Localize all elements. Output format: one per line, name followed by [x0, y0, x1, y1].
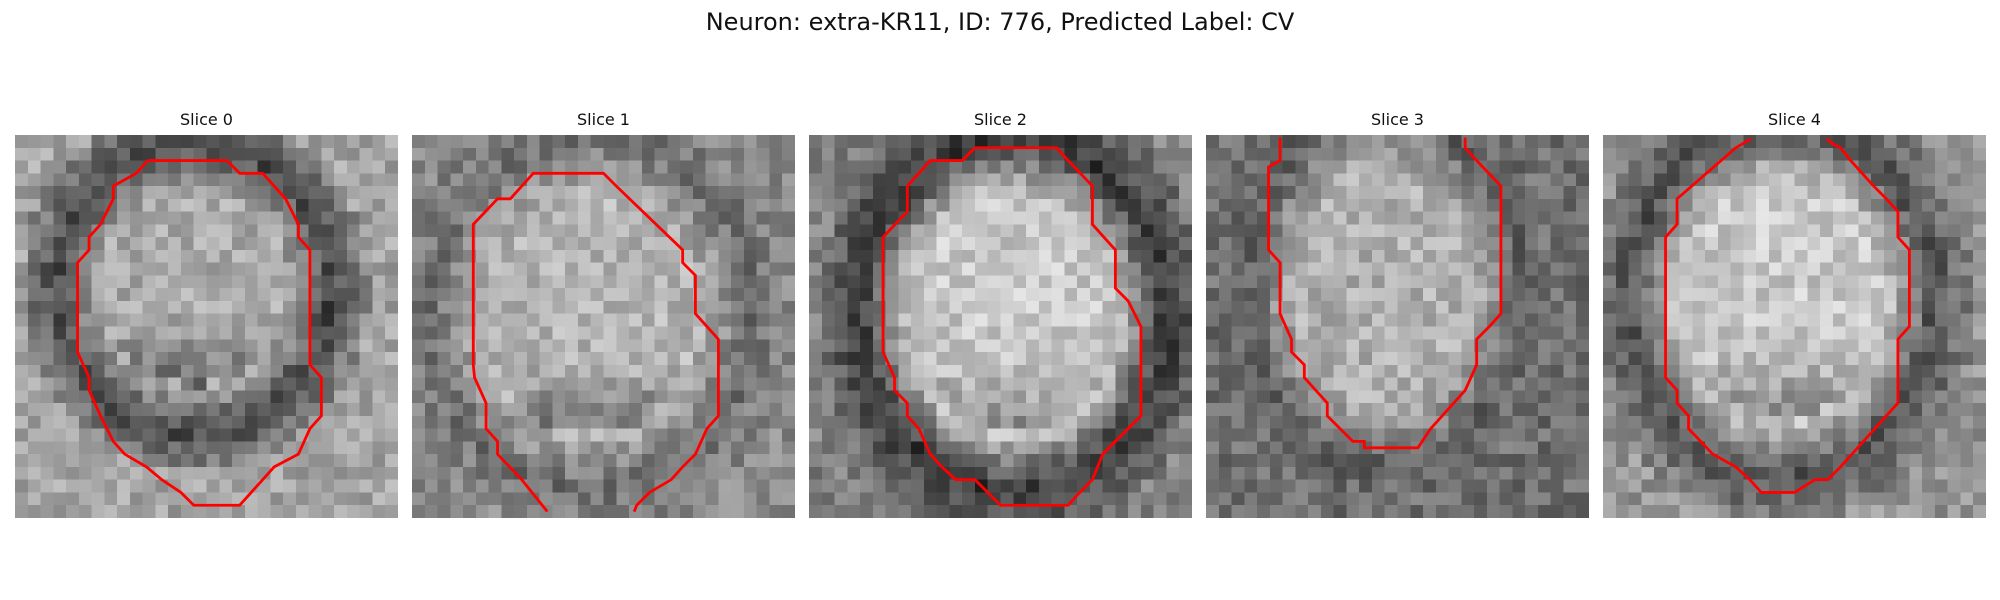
slice-panel-2: Slice 2 — [809, 108, 1192, 518]
pixel-grid — [412, 135, 795, 518]
cell-contour — [1664, 137, 1911, 494]
slice-image — [15, 135, 398, 518]
pixel-grid — [809, 135, 1192, 518]
pixel-grid — [15, 135, 398, 518]
slice-title: Slice 3 — [1371, 110, 1424, 129]
cell-contour — [471, 171, 720, 513]
slice-image — [1206, 135, 1589, 518]
cell-contour — [881, 146, 1143, 507]
pixel-grid — [1206, 135, 1589, 518]
slice-title: Slice 1 — [577, 110, 630, 129]
slice-image — [809, 135, 1192, 518]
slice-title: Slice 0 — [180, 110, 233, 129]
slice-title: Slice 2 — [974, 110, 1027, 129]
slice-image — [1603, 135, 1986, 518]
pixel-grid — [1603, 135, 1986, 518]
slice-panel-4: Slice 4 — [1603, 108, 1986, 518]
slice-title: Slice 4 — [1768, 110, 1821, 129]
cell-contour — [1267, 137, 1503, 450]
figure-title: Neuron: extra-KR11, ID: 776, Predicted L… — [705, 8, 1295, 36]
cell-contour — [76, 159, 323, 507]
slice-panel-1: Slice 1 — [412, 108, 795, 518]
slice-panel-0: Slice 0 — [15, 108, 398, 518]
slice-image — [412, 135, 795, 518]
slice-panel-3: Slice 3 — [1206, 108, 1589, 518]
